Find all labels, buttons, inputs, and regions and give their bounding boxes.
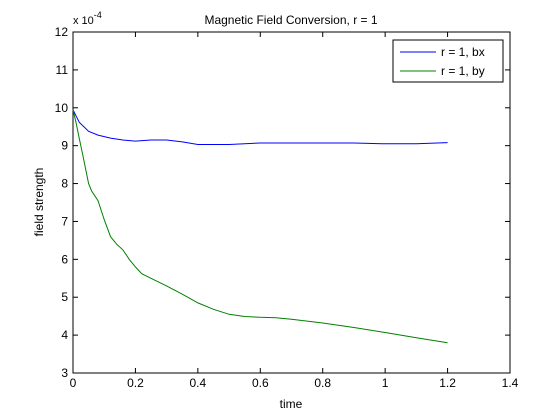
y-tick-label: 6 <box>61 252 68 266</box>
x-tick-label: 1.2 <box>439 376 456 390</box>
x-tick-label: 0.6 <box>252 376 269 390</box>
y-tick-label: 10 <box>55 101 69 115</box>
y-tick-label: 5 <box>61 290 68 304</box>
y-tick-label: 11 <box>56 63 69 77</box>
legend-label-by: r = 1, by <box>441 64 485 78</box>
chart-title: Magnetic Field Conversion, r = 1 <box>204 13 377 27</box>
x-tick-label: 0.2 <box>127 376 144 390</box>
y-axis-label: field strength <box>32 168 46 237</box>
x-tick-label: 0.8 <box>314 376 331 390</box>
y-tick-label: 4 <box>61 328 68 342</box>
x-axis-label: time <box>280 397 303 411</box>
y-tick-label: 7 <box>61 214 68 228</box>
y-tick-label: 9 <box>61 139 68 153</box>
series-line-bx <box>72 109 448 145</box>
x-tick-label: 1 <box>382 376 389 390</box>
legend: r = 1, bx r = 1, by <box>392 39 504 83</box>
x-tick-label: 0.4 <box>190 376 207 390</box>
legend-box <box>392 39 504 83</box>
axis-ticks: 0 0.2 0.4 0.6 0.8 1 1.2 1.4 3 4 5 6 7 8 9 10 11 12 <box>55 25 519 390</box>
x-tick-label: 1.4 <box>502 376 519 390</box>
plot-area <box>72 31 511 374</box>
y-tick-label: 3 <box>61 366 68 380</box>
y-tick-label: 8 <box>61 177 68 191</box>
y-axis-multiplier: x 10-4 <box>73 10 102 27</box>
legend-label-bx: r = 1, bx <box>441 45 485 59</box>
series-layer <box>72 109 448 344</box>
y-multiplier-base: x 10 <box>73 15 94 27</box>
series-line-by <box>72 109 448 344</box>
x-tick-label: 0 <box>70 376 77 390</box>
y-tick-label: 12 <box>55 25 69 39</box>
y-multiplier-exponent: -4 <box>94 10 102 20</box>
